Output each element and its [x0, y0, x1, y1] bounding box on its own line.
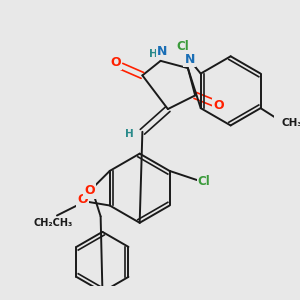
- Text: H: H: [125, 129, 134, 139]
- Text: O: O: [77, 193, 88, 206]
- Text: O: O: [214, 99, 224, 112]
- Text: H: H: [149, 49, 158, 58]
- Text: N: N: [157, 45, 168, 58]
- Text: CH₂CH₃: CH₂CH₃: [34, 218, 73, 228]
- Text: Cl: Cl: [198, 175, 211, 188]
- Text: CH₃: CH₃: [281, 118, 300, 128]
- Text: O: O: [84, 184, 95, 197]
- Text: N: N: [184, 52, 195, 65]
- Text: O: O: [111, 56, 121, 69]
- Text: Cl: Cl: [176, 40, 189, 53]
